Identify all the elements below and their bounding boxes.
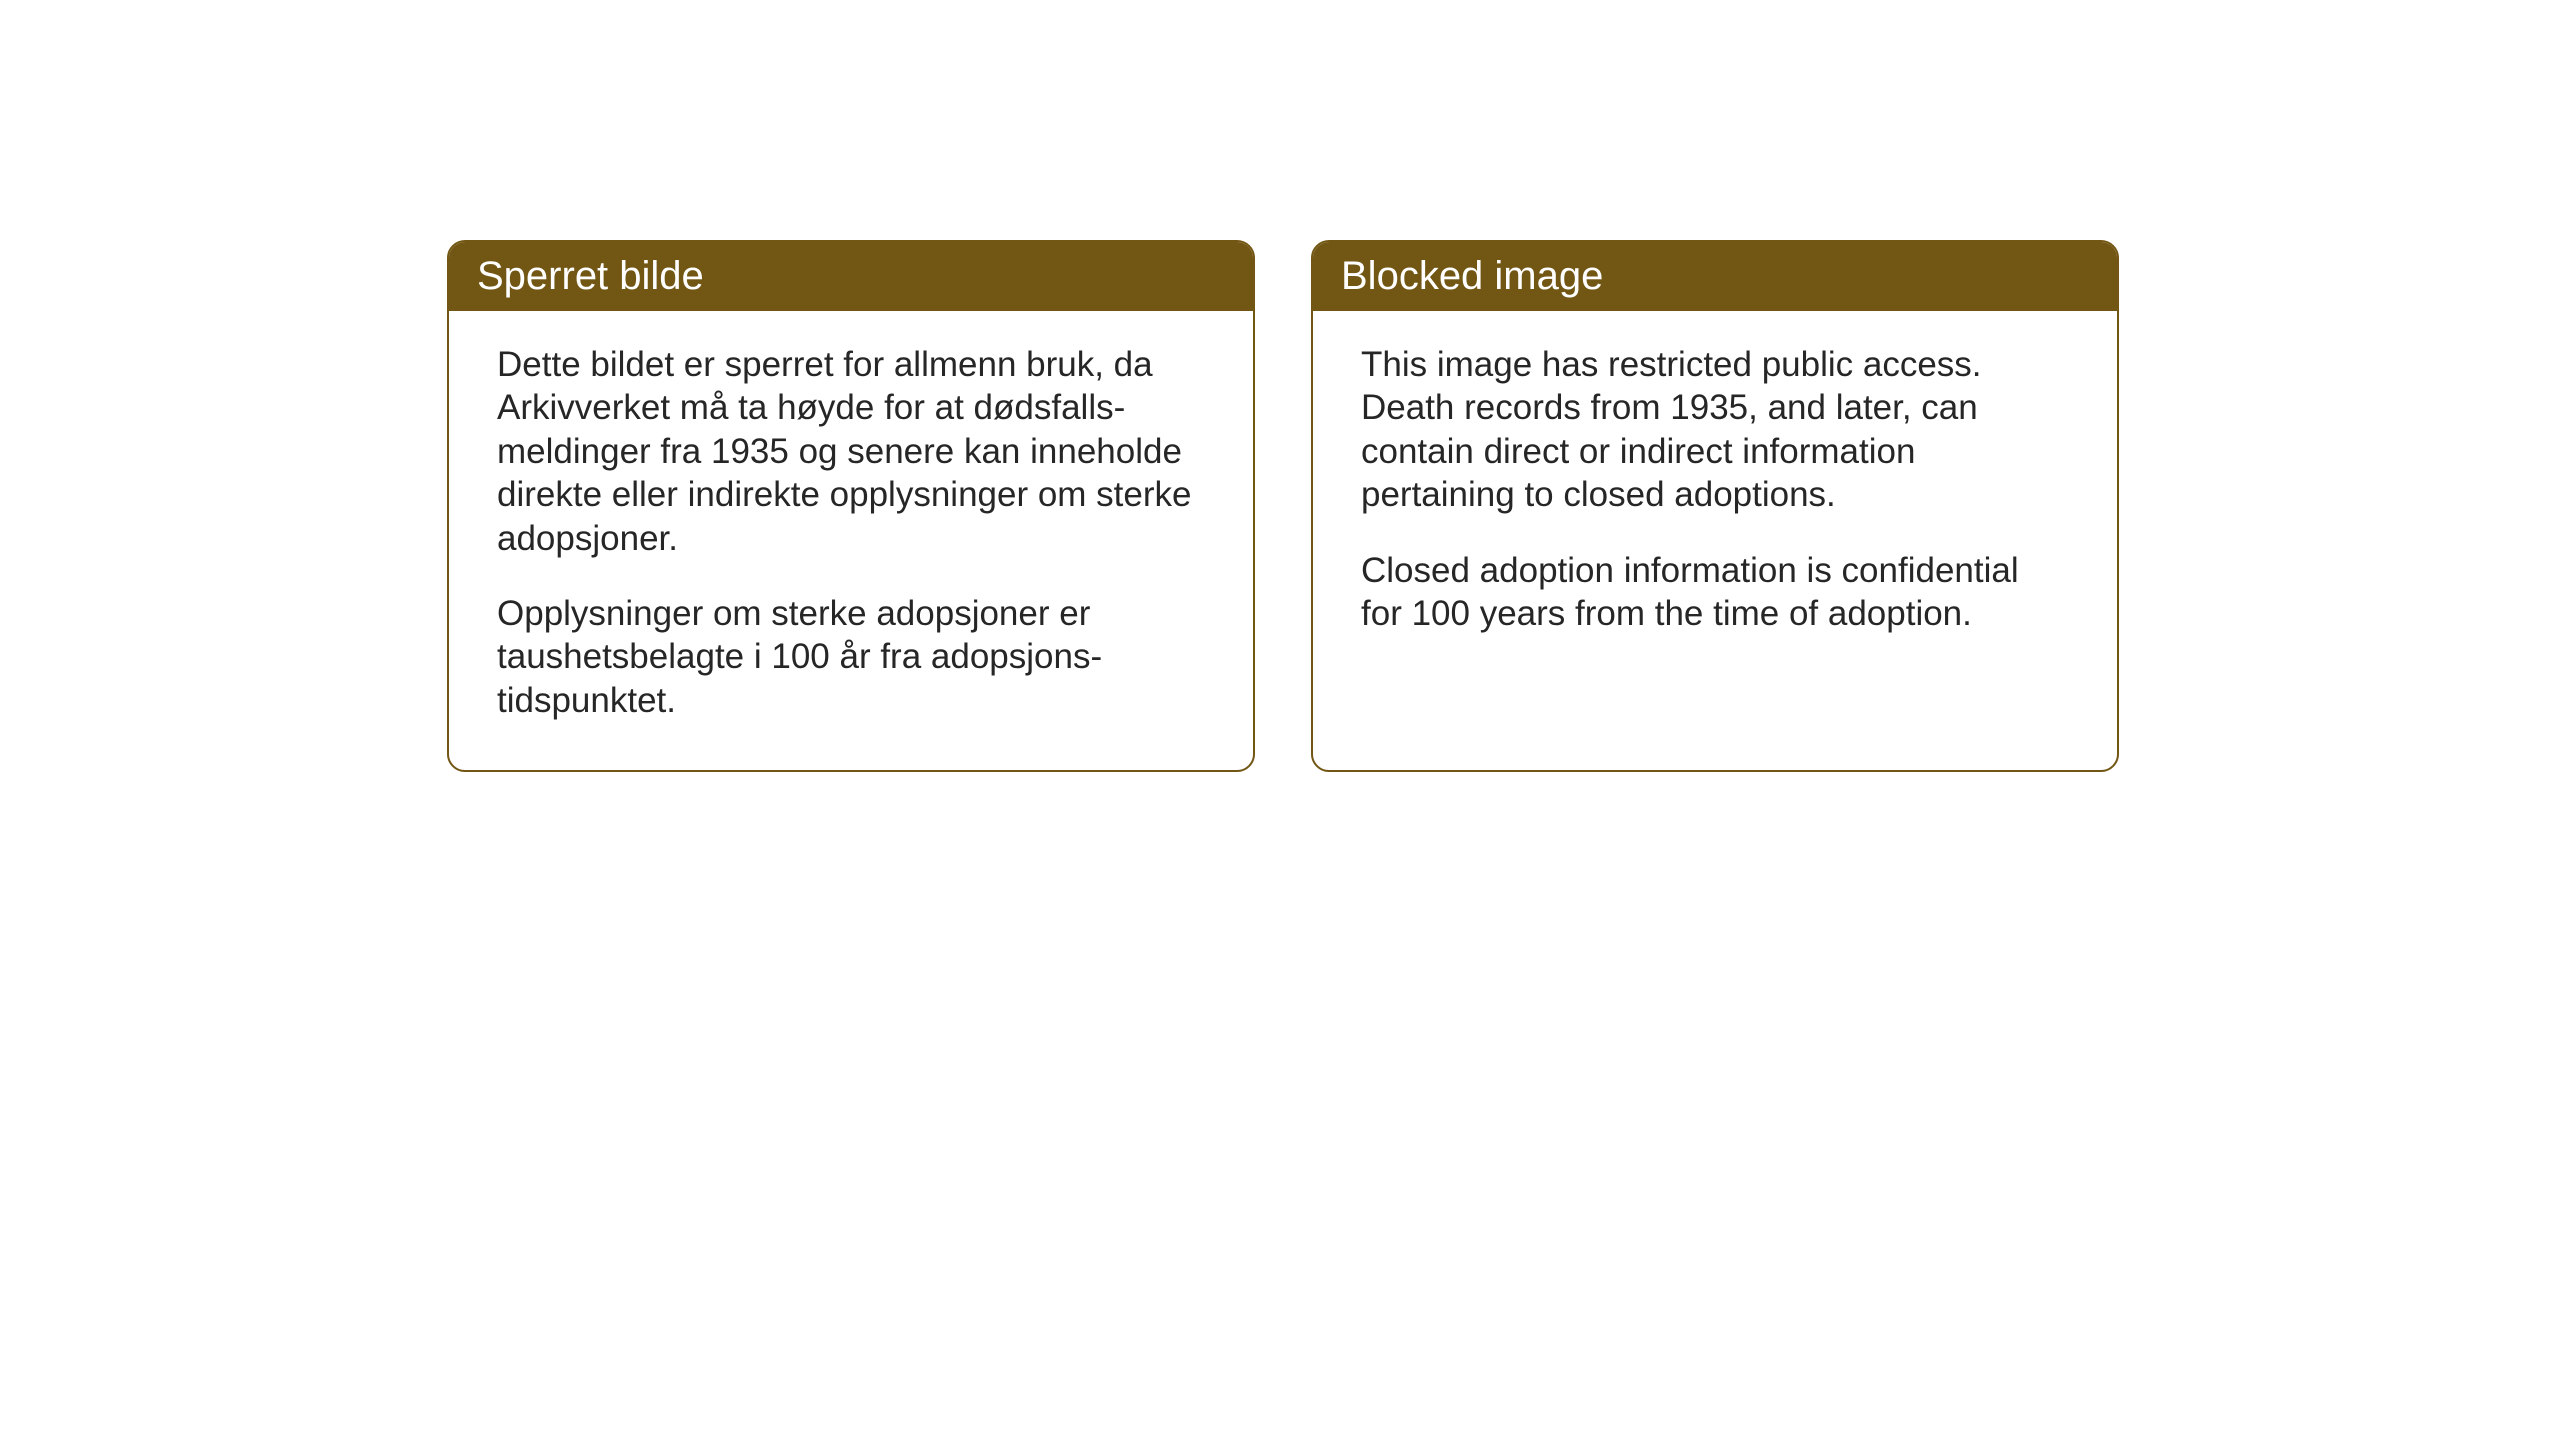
norwegian-paragraph-2: Opplysninger om sterke adopsjoner er tau… bbox=[497, 592, 1205, 722]
english-paragraph-2: Closed adoption information is confident… bbox=[1361, 549, 2069, 636]
english-notice-card: Blocked image This image has restricted … bbox=[1311, 240, 2119, 772]
english-paragraph-1: This image has restricted public access.… bbox=[1361, 343, 2069, 517]
english-card-title: Blocked image bbox=[1313, 242, 2117, 311]
norwegian-notice-card: Sperret bilde Dette bildet er sperret fo… bbox=[447, 240, 1255, 772]
norwegian-paragraph-1: Dette bildet er sperret for allmenn bruk… bbox=[497, 343, 1205, 560]
norwegian-card-body: Dette bildet er sperret for allmenn bruk… bbox=[449, 311, 1253, 770]
norwegian-card-title: Sperret bilde bbox=[449, 242, 1253, 311]
english-card-body: This image has restricted public access.… bbox=[1313, 311, 2117, 683]
notice-container: Sperret bilde Dette bildet er sperret fo… bbox=[447, 240, 2119, 772]
